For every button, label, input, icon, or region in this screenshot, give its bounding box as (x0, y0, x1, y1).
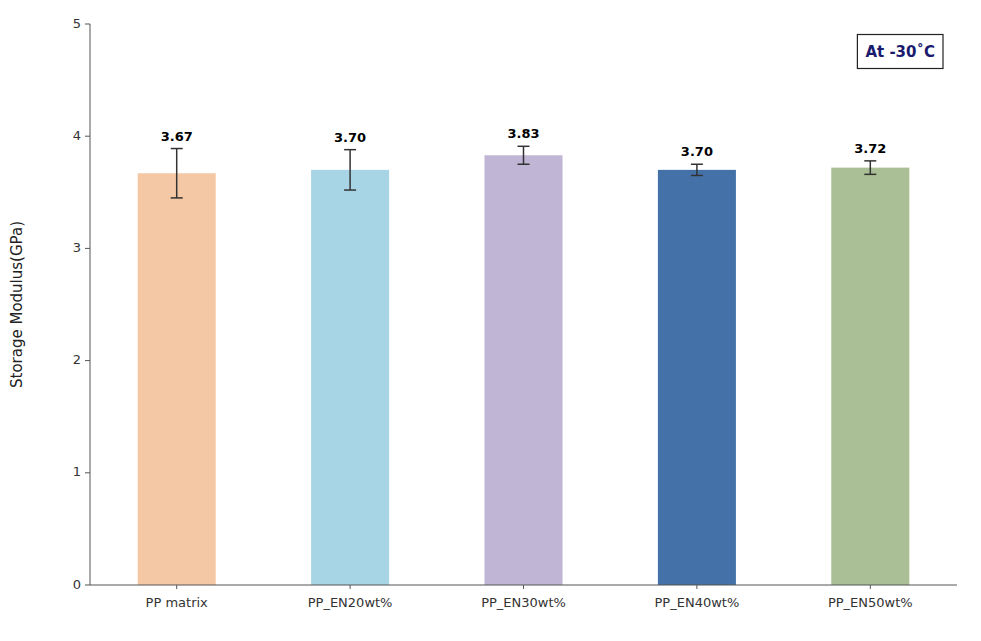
bar (311, 170, 389, 585)
bar (484, 155, 562, 585)
y-tick-label: 2 (73, 352, 81, 367)
error-cap (864, 174, 876, 176)
x-tick-label: PP_EN20wt% (308, 595, 393, 610)
x-tick-label: PP_EN40wt% (655, 595, 740, 610)
error-bar (171, 149, 183, 198)
y-tick-label: 3 (73, 240, 81, 255)
plot-area (138, 146, 910, 585)
error-cap (864, 160, 876, 162)
x-tick (523, 585, 524, 589)
data-labels: 3.67 3.70 3.83 3.70 3.72 (161, 126, 887, 159)
y-tick-label: 0 (73, 577, 81, 592)
error-line (349, 150, 351, 190)
x-tick (176, 585, 177, 589)
chart-svg: 0 1 2 3 4 5 Storage Modulus(GPa) PP matrix PP_EN… (0, 0, 981, 641)
bar (138, 173, 216, 585)
x-axis: PP matrix PP_EN20wt% PP_EN30wt% PP_EN40wt% P… (90, 585, 957, 610)
x-tick (870, 585, 871, 589)
y-tick (85, 360, 90, 361)
annotation: At -30˚C (865, 43, 935, 61)
y-tick (85, 24, 90, 25)
error-bar (344, 150, 356, 190)
annotation-frame (857, 35, 943, 69)
error-bar (518, 146, 530, 164)
error-bar (691, 164, 703, 175)
error-cap (691, 175, 703, 177)
y-tick (85, 136, 90, 137)
y-tick-label: 5 (73, 16, 81, 31)
error-cap (344, 149, 356, 151)
error-cap (171, 148, 183, 150)
x-tick-label: PP_EN50wt% (828, 595, 913, 610)
data-label: 3.70 (334, 130, 366, 145)
x-tick (350, 585, 351, 589)
data-label: 3.72 (854, 141, 886, 156)
error-cap (691, 164, 703, 166)
error-line (176, 149, 178, 198)
y-axis: 0 1 2 3 4 5 Storage Modulus(GPa) (8, 16, 90, 592)
x-tick-label: PP matrix (146, 595, 208, 610)
x-tick (696, 585, 697, 589)
y-tick (85, 585, 90, 586)
error-line (870, 161, 872, 174)
error-cap (171, 197, 183, 199)
error-cap (344, 189, 356, 191)
x-tick-label: PP_EN30wt% (481, 595, 566, 610)
y-axis-label: Storage Modulus(GPa) (8, 221, 26, 388)
data-label: 3.70 (681, 144, 713, 159)
y-tick (85, 248, 90, 249)
bar (831, 168, 909, 585)
data-label: 3.83 (507, 126, 539, 141)
y-tick (85, 472, 90, 473)
bar (658, 170, 736, 585)
error-line (696, 164, 698, 175)
y-axis-line (90, 24, 91, 585)
data-label: 3.67 (161, 129, 193, 144)
error-cap (518, 164, 530, 166)
y-tick-label: 1 (73, 464, 81, 479)
annotation-box: At -30˚C (857, 35, 943, 69)
error-bar (864, 161, 876, 174)
error-line (523, 146, 525, 164)
error-cap (518, 146, 530, 148)
y-tick-label: 4 (73, 128, 81, 143)
chart-container: 0 1 2 3 4 5 Storage Modulus(GPa) PP matrix PP_EN… (0, 0, 981, 641)
